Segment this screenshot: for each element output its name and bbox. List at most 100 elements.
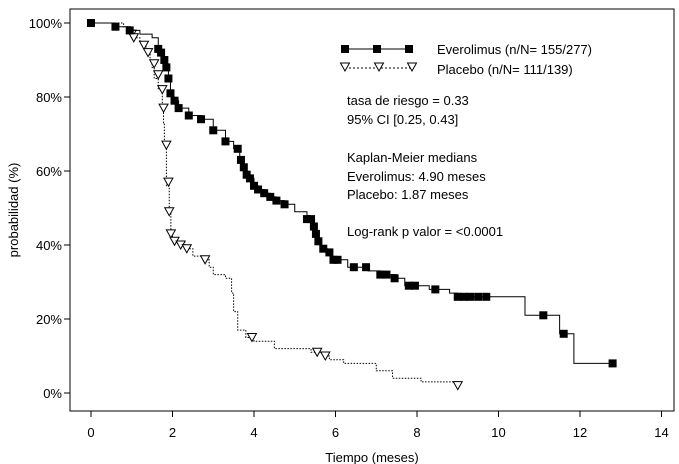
x-axis: 0 2 4 6 8 10 12 14 <box>87 411 669 440</box>
placebo-censor-marker <box>199 255 211 265</box>
placebo-censor-marker <box>148 59 160 69</box>
placebo-censor-marker <box>163 177 174 188</box>
y-tick-label: 0% <box>43 386 62 401</box>
everolimus-censor-marker <box>157 48 166 57</box>
everolimus-censor-marker <box>608 359 617 368</box>
everolimus-censor-marker <box>239 163 248 172</box>
everolimus-censor-marker <box>160 56 169 64</box>
everolimus-censor-marker <box>166 89 175 98</box>
everolimus-censor-marker <box>404 281 413 290</box>
placebo-censor-marker <box>311 347 323 358</box>
placebo-censor-marker <box>142 48 154 58</box>
placebo-censor-marker <box>165 229 177 239</box>
everolimus-censor-marker <box>333 255 342 264</box>
everolimus-censor-marker <box>174 104 183 113</box>
x-axis-title: Tiempo (meses) <box>325 450 418 464</box>
placebo-censor-marker <box>246 333 258 343</box>
everolimus-censor-marker <box>236 155 245 164</box>
everolimus-censor-marker <box>111 22 120 31</box>
y-axis-title: probabilidad (%) <box>6 163 21 258</box>
everolimus-censor-marker <box>260 189 269 198</box>
everolimus-censor-marker <box>233 144 242 153</box>
legend-marker-placebo <box>339 62 351 73</box>
everolimus-censor-marker <box>87 19 95 27</box>
everolimus-censor-marker <box>209 126 218 135</box>
everolimus-median-text: Everolimus: 4.90 meses <box>347 169 486 184</box>
everolimus-censor-marker <box>266 192 275 201</box>
confidence-interval-text: 95% CI [0.25, 0.43] <box>347 112 458 127</box>
statistics-annotation: tasa de riesgo = 0.33 95% CI [0.25, 0.43… <box>347 93 503 239</box>
placebo-censor-marker <box>156 85 168 95</box>
everolimus-censor-marker <box>314 237 323 246</box>
legend-entry-placebo: Placebo (n/N= 111/139) <box>339 62 573 77</box>
everolimus-censor-marker <box>376 270 385 279</box>
everolimus-censor-marker <box>349 263 358 272</box>
legend-marker-placebo <box>406 62 418 73</box>
y-tick-label: 80% <box>36 90 62 105</box>
x-tick-label: 4 <box>250 425 257 440</box>
everolimus-censor-marker <box>431 285 440 294</box>
x-tick-label: 8 <box>413 425 420 440</box>
legend-marker-placebo <box>373 62 385 73</box>
everolimus-censor-marker <box>162 63 171 72</box>
y-tick-label: 100% <box>29 16 63 31</box>
x-tick-label: 6 <box>332 425 339 440</box>
everolimus-censor-marker <box>329 255 338 264</box>
everolimus-censor-marker <box>311 229 320 238</box>
legend-marker-everolimus <box>373 45 381 53</box>
series-layer <box>87 19 617 391</box>
legend-marker-everolimus <box>341 45 349 53</box>
everolimus-censor-marker <box>410 281 419 290</box>
everolimus-censor-marker <box>307 215 316 224</box>
placebo-censor-marker <box>161 140 172 151</box>
everolimus-censor-marker <box>539 311 548 320</box>
everolimus-censor-marker <box>125 26 134 35</box>
everolimus-censor-marker <box>197 115 206 124</box>
log-rank-text: Log-rank p valor = <0.0001 <box>347 224 503 239</box>
placebo-censor-marker <box>158 103 169 114</box>
everolimus-censor-marker <box>164 74 173 83</box>
placebo-censor-marker <box>452 381 464 391</box>
x-tick-label: 12 <box>573 425 587 440</box>
legend: Everolimus (n/N= 155/277) Placebo (n/N= … <box>339 42 592 77</box>
everolimus-censor-marker <box>319 244 328 253</box>
everolimus-censor-marker <box>280 200 289 209</box>
km-medians-heading: Kaplan-Meier medians <box>347 150 478 165</box>
everolimus-censor-marker <box>453 292 462 301</box>
x-tick-label: 14 <box>654 425 668 440</box>
everolimus-censor-marker <box>482 292 491 301</box>
everolimus-censor-marker <box>184 111 193 120</box>
y-tick-label: 40% <box>36 238 62 253</box>
y-axis: 0% 20% 40% 60% 80% 100% <box>29 16 70 401</box>
legend-label-everolimus: Everolimus (n/N= 155/277) <box>437 42 592 57</box>
everolimus-censor-marker <box>325 248 334 257</box>
legend-label-placebo: Placebo (n/N= 111/139) <box>437 62 573 77</box>
placebo-censor-marker <box>128 33 140 43</box>
placebo-censor-marker <box>138 40 150 51</box>
placebo-censor-marker <box>163 207 175 217</box>
everolimus-censor-marker <box>254 185 263 194</box>
everolimus-censor-marker <box>390 274 399 283</box>
y-tick-label: 20% <box>36 312 62 327</box>
x-tick-label: 0 <box>87 425 94 440</box>
placebo-median-text: Placebo: 1.87 meses <box>347 187 469 202</box>
everolimus-censor-marker <box>272 196 281 205</box>
legend-entry-everolimus: Everolimus (n/N= 155/277) <box>341 42 592 57</box>
everolimus-censor-marker <box>465 292 474 301</box>
x-tick-label: 10 <box>491 425 505 440</box>
placebo-censor-marker <box>152 70 164 80</box>
placebo-censor-marker <box>319 351 331 362</box>
placebo-censor-marker <box>181 244 193 254</box>
everolimus-censor-marker <box>362 263 371 272</box>
everolimus-censor-marker <box>170 96 179 105</box>
everolimus-censor-marker <box>302 215 311 224</box>
legend-marker-everolimus <box>405 45 413 53</box>
everolimus-censor-marker <box>245 174 254 183</box>
everolimus-censor-marker <box>221 137 230 146</box>
everolimus-censor-marker <box>309 222 318 231</box>
everolimus-censor-marker <box>459 292 468 301</box>
hazard-ratio-text: tasa de riesgo = 0.33 <box>347 93 469 108</box>
everolimus-censor-marker <box>474 292 483 301</box>
everolimus-censor-marker <box>250 181 258 190</box>
